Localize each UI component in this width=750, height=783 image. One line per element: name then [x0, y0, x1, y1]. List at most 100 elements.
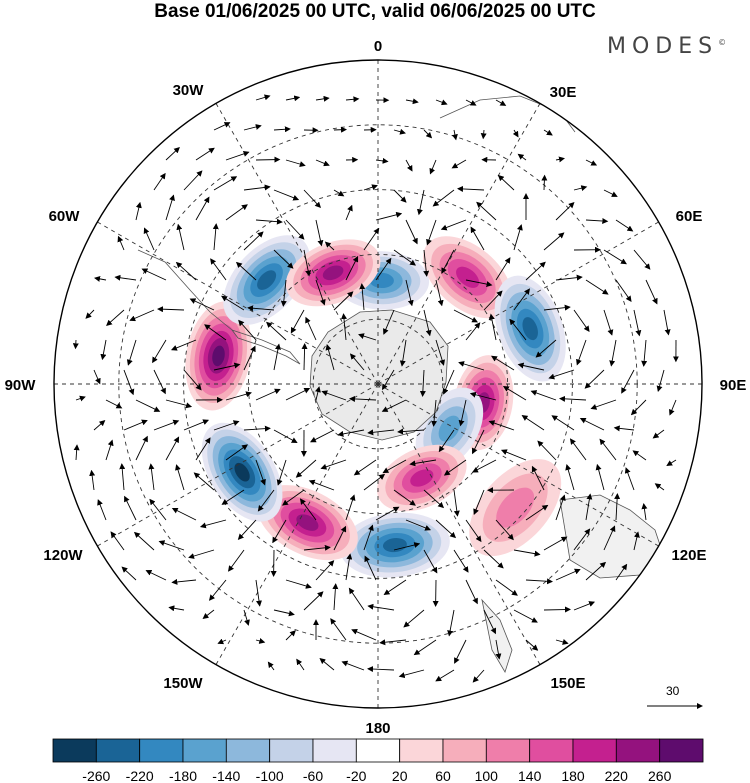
wind-vector: [453, 549, 469, 573]
wind-vector: [630, 399, 647, 416]
wind-vector: [423, 129, 433, 139]
wind-vector: [117, 235, 125, 251]
wind-vector: [435, 669, 455, 682]
wind-vector: [423, 489, 445, 509]
wind-vector: [228, 549, 245, 572]
wind-vector: [543, 232, 565, 251]
wind-vector: [403, 609, 425, 628]
wind-vector: [555, 568, 581, 581]
anomaly-pos-130E: [469, 459, 562, 557]
wind-vector: [333, 525, 347, 551]
wind-vector: [213, 176, 238, 191]
wind-vector: [255, 156, 281, 163]
wind-vector: [633, 531, 640, 551]
wind-vector: [364, 555, 377, 581]
wind-vector: [405, 279, 414, 307]
wind-vector: [299, 498, 317, 521]
wind-vector: [148, 463, 155, 491]
wind-vector: [243, 345, 256, 371]
wind-vector: [157, 306, 185, 313]
wind-vector: [272, 519, 287, 544]
wind-vector: [273, 609, 295, 617]
wind-vector: [285, 630, 296, 641]
meridian-line: [97, 383, 379, 547]
wind-vector: [105, 399, 123, 409]
wind-vector: [320, 459, 347, 470]
wind-vector: [543, 304, 571, 311]
wind-vector: [235, 261, 257, 281]
wind-vector: [641, 503, 648, 521]
wind-vector: [243, 124, 262, 131]
colorbar-swatch: [572, 738, 617, 763]
wind-vector: [393, 249, 417, 266]
wind-vector: [454, 639, 467, 664]
wind-vector: [543, 606, 571, 613]
wind-vector: [476, 201, 497, 221]
wind-vector: [363, 473, 386, 491]
wind-vector: [512, 129, 519, 138]
wind-vector: [126, 339, 137, 366]
colorbar-swatch: [529, 738, 574, 763]
colorbar-label: -180: [169, 768, 197, 783]
wind-vector: [656, 369, 665, 392]
wind-vector: [435, 519, 457, 539]
wind-vector: [375, 211, 403, 221]
wind-vector: [273, 429, 298, 443]
wind-vector: [465, 579, 478, 605]
wind-vector: [129, 309, 155, 322]
lon-label-30E: 30E: [550, 84, 577, 101]
wind-vector: [305, 316, 317, 341]
wind-vector: [431, 399, 438, 427]
colorbar-label: 180: [561, 768, 585, 783]
wind-vector: [398, 669, 425, 679]
wind-vector: [397, 428, 425, 435]
colorbar: -260 -220 -180 -140 -100 -60 -20 20 60 100 140 180 2…: [52, 738, 704, 783]
wind-vector: [315, 560, 335, 581]
wind-vector: [257, 489, 275, 512]
wind-vector: [183, 170, 203, 191]
wind-vector: [472, 459, 497, 473]
wind-vector: [645, 279, 658, 305]
wind-vector: [225, 444, 249, 461]
wind-vector: [123, 419, 148, 431]
lon-label-150E: 150E: [550, 675, 585, 692]
wind-vector: [654, 483, 665, 491]
wind-vector: [603, 309, 614, 336]
wind-vector: [458, 399, 467, 427]
wind-vector: [453, 489, 460, 517]
wind-vector: [303, 544, 331, 551]
colorbar-swatch: [399, 738, 444, 763]
colorbar-swatch: [312, 738, 357, 763]
wind-vector: [296, 658, 305, 671]
wind-vector: [555, 274, 583, 281]
south-america-outline: [137, 249, 301, 365]
wind-vector: [483, 549, 504, 569]
wind-vector: [333, 189, 345, 197]
wind-vector: [315, 386, 321, 401]
wind-vector: [483, 290, 503, 311]
colorbar-swatch: [52, 738, 97, 763]
wind-vector: [531, 465, 545, 491]
wind-vector: [573, 309, 590, 333]
wind-vector: [375, 506, 400, 521]
wind-vector: [152, 339, 167, 364]
wind-vector: [443, 459, 467, 476]
wind-vector: [72, 339, 79, 350]
lon-label-60E: 60E: [676, 208, 703, 225]
wind-vector: [458, 361, 485, 371]
wind-vector: [110, 531, 125, 551]
wind-vector: [301, 343, 308, 371]
wind-vector: [419, 369, 426, 397]
anomaly-neg-50W: [223, 235, 310, 325]
wind-vector: [315, 279, 326, 306]
wind-vector: [663, 309, 671, 336]
wind-vector: [465, 279, 493, 288]
wind-vector: [573, 185, 588, 192]
wind-vector: [217, 638, 227, 645]
wind-vector: [423, 549, 438, 574]
wind-vector: [225, 391, 252, 401]
wind-vector: [559, 395, 587, 402]
wind-vector: [363, 524, 374, 551]
wind-vector: [189, 298, 215, 311]
wind-vector: [238, 319, 257, 341]
